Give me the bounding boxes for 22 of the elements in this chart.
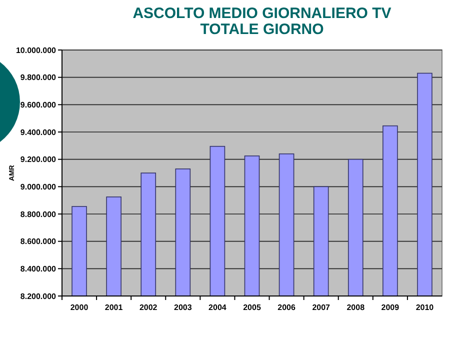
x-tick-label: 2003 (174, 303, 192, 312)
x-tick-label: 2007 (312, 303, 331, 312)
y-tick-label: 9.200.000 (20, 155, 57, 164)
x-tick-label: 2006 (278, 303, 296, 312)
y-tick-label: 8.400.000 (20, 264, 57, 274)
x-tick-label: 2004 (208, 303, 227, 312)
x-tick-label: 2008 (346, 303, 366, 312)
y-tick-label: 9.400.000 (20, 128, 57, 137)
x-tick-label: 2000 (70, 303, 89, 312)
x-tick-label: 2009 (381, 303, 400, 312)
y-tick-label: 10.000.000 (16, 46, 57, 55)
y-tick-label: 9.800.000 (20, 73, 57, 82)
x-tick-label: 2002 (139, 303, 158, 312)
x-tick-label: 2005 (243, 303, 262, 312)
x-tick-label: 2010 (416, 303, 434, 312)
x-tick-label: 2001 (104, 303, 124, 312)
y-tick-label: 9.000.000 (20, 182, 57, 192)
chart-title: ASCOLTO MEDIO GIORNALIERO TV TOTALE GIORNO (132, 5, 392, 38)
y-tick-label: 8.200.000 (20, 292, 57, 301)
y-tick-label: 9.600.000 (20, 100, 57, 110)
y-tick-label: 8.600.000 (20, 237, 57, 246)
y-tick-label: 8.800.000 (20, 210, 57, 219)
